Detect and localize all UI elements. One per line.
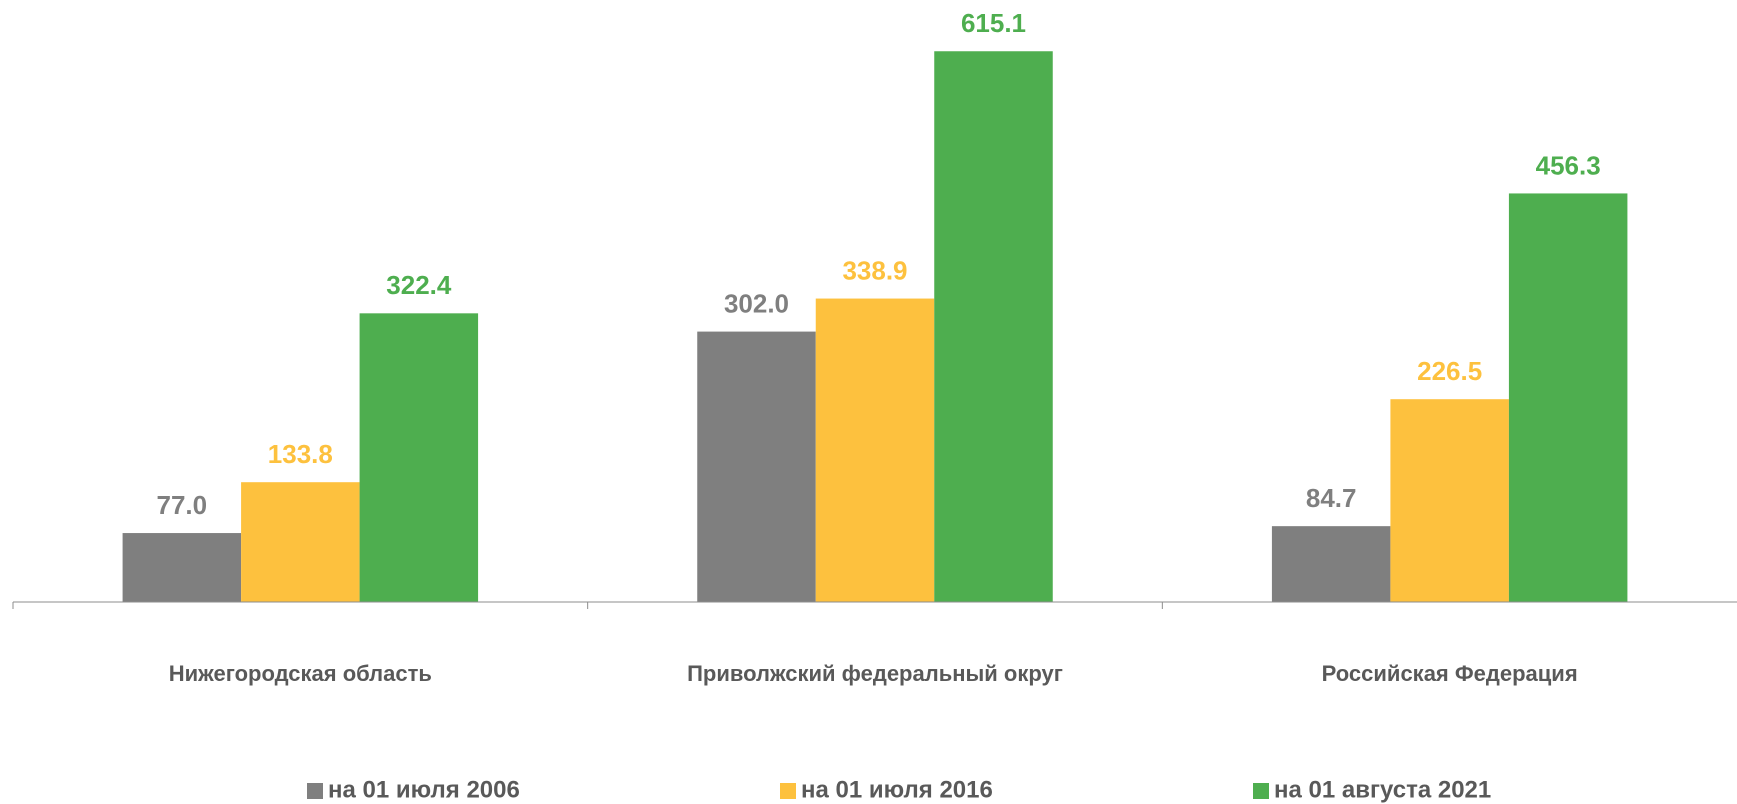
data-label: 322.4	[386, 270, 452, 300]
bar	[241, 482, 360, 602]
legend-swatch	[780, 783, 796, 799]
data-label: 615.1	[961, 8, 1026, 38]
bar	[1390, 399, 1509, 602]
legend-swatch	[1253, 783, 1269, 799]
data-label: 302.0	[724, 288, 789, 318]
data-label: 456.3	[1536, 150, 1601, 180]
bar	[122, 533, 242, 602]
bar	[1271, 526, 1391, 602]
bar	[1508, 193, 1628, 602]
x-tick-label: Российская Федерация	[1322, 661, 1578, 686]
data-label: 77.0	[157, 490, 208, 520]
legend-swatch	[307, 783, 323, 799]
legend-label: на 01 июля 2016	[801, 776, 993, 803]
x-tick-label: Нижегородская область	[169, 661, 432, 686]
legend-label: на 01 июля 2006	[328, 776, 520, 803]
data-label: 84.7	[1306, 483, 1357, 513]
legend-label: на 01 августа 2021	[1274, 776, 1491, 803]
bar	[815, 298, 935, 602]
bar	[359, 313, 479, 602]
data-label: 338.9	[842, 255, 907, 285]
bar	[697, 331, 816, 602]
data-label: 133.8	[268, 439, 333, 469]
data-label: 226.5	[1417, 356, 1482, 386]
x-tick-label: Приволжский федеральный округ	[687, 661, 1063, 686]
bar	[934, 51, 1053, 603]
